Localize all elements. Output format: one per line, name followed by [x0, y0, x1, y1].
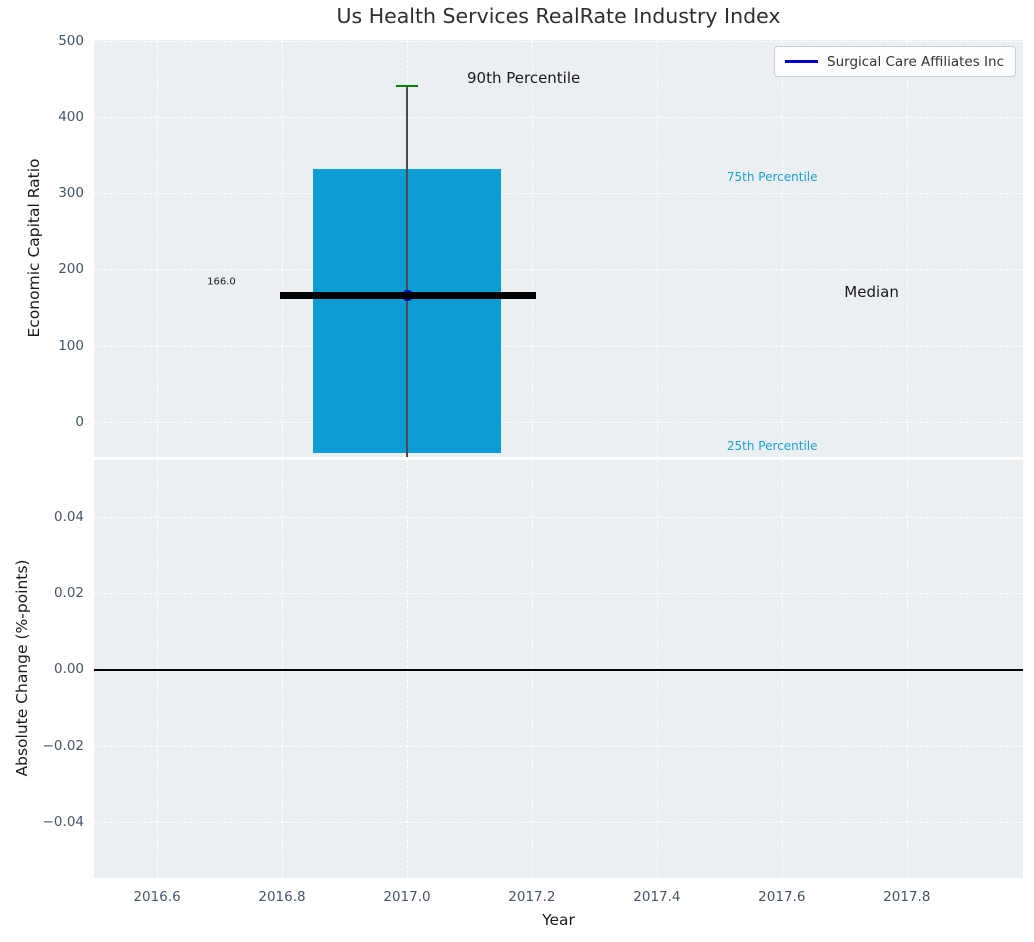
annotation-25th-percentile: 25th Percentile [726, 439, 818, 453]
y-tick-label-100: 100 [58, 337, 84, 354]
grid-line-vertical [157, 460, 159, 878]
x-tick-label-2017.8: 2017.8 [883, 889, 931, 905]
grid-line-vertical [531, 460, 533, 878]
grid-line-horizontal [94, 822, 1023, 824]
whisker-line [406, 85, 408, 457]
x-tick-label-2017.4: 2017.4 [633, 889, 681, 905]
grid-line-horizontal [94, 193, 1023, 195]
zero-baseline [94, 669, 1023, 671]
grid-line-horizontal [94, 593, 1023, 594]
legend-line-sample [785, 60, 818, 63]
whisker-cap-90th-percentile [396, 84, 418, 88]
grid-line-vertical [906, 460, 908, 878]
grid-line-horizontal [94, 421, 1023, 423]
annotation-75th-percentile: 75th Percentile [726, 169, 818, 184]
annotation-median: Median [844, 283, 899, 302]
grid-line-horizontal [94, 41, 1023, 42]
y-tick-label-−0.04: −0.04 [42, 814, 84, 831]
grid-line-vertical [531, 40, 533, 457]
x-tick-label-2016.6: 2016.6 [133, 889, 181, 905]
grid-line-vertical [656, 40, 658, 457]
bottom-plot-area [94, 460, 1023, 878]
y-tick-label-300: 300 [58, 185, 84, 202]
y-tick-label-0.02: 0.02 [53, 585, 84, 601]
grid-line-vertical [656, 460, 658, 878]
y-tick-label-0: 0 [75, 413, 84, 430]
grid-line-vertical [781, 460, 783, 878]
y-tick-label-400: 400 [58, 109, 84, 126]
annotation-166-0: 166.0 [207, 276, 236, 287]
y-tick-label-0.04: 0.04 [53, 508, 84, 525]
grid-line-vertical [157, 40, 159, 457]
y-tick-label-−0.02: −0.02 [42, 737, 84, 754]
legend-label: Surgical Care Affiliates Inc [827, 53, 1004, 70]
median-line [280, 291, 537, 299]
x-tick-label-2016.8: 2016.8 [258, 889, 306, 905]
grid-line-horizontal [94, 117, 1023, 119]
grid-line-vertical [407, 460, 408, 878]
y-tick-label-500: 500 [58, 33, 84, 49]
x-axis-label-year: Year [542, 911, 575, 929]
grid-line-horizontal [94, 345, 1023, 347]
grid-line-vertical [282, 40, 283, 457]
grid-line-vertical [906, 40, 908, 457]
top-plot-area: 90th Percentile 75th Percentile Median 25th… [94, 40, 1023, 457]
x-tick-label-2017.6: 2017.6 [758, 889, 806, 905]
grid-line-horizontal [94, 745, 1023, 747]
grid-line-horizontal [94, 269, 1023, 271]
y-tick-label-0.00: 0.00 [53, 661, 84, 678]
x-tick-label-2017.0: 2017.0 [383, 889, 431, 905]
grid-line-horizontal [94, 516, 1023, 518]
legend: Surgical Care Affiliates Inc [774, 46, 1016, 77]
chart-title: Us Health Services RealRate Industry Ind… [336, 4, 781, 28]
annotation-90th-percentile: 90th Percentile [467, 68, 581, 87]
grid-line-vertical [282, 460, 283, 878]
y-tick-label-200: 200 [58, 261, 84, 278]
grid-line-vertical [781, 40, 783, 457]
x-tick-label-2017.2: 2017.2 [508, 889, 556, 905]
